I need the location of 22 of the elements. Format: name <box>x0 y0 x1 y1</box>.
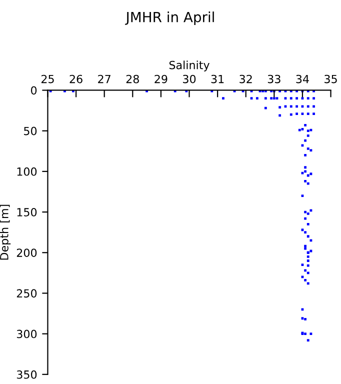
x-tick-label: 30 <box>183 74 196 84</box>
x-tick-label: 33 <box>268 74 280 84</box>
y-tick-label: 200 <box>16 248 37 257</box>
y-tick-label: 50 <box>24 126 37 136</box>
x-tick-label: 28 <box>126 74 139 84</box>
x-tick-label: 35 <box>324 74 337 84</box>
x-tick-label: 31 <box>211 74 224 84</box>
x-tick-label: 26 <box>70 74 82 84</box>
y-tick-label: 300 <box>16 330 37 338</box>
x-axis-title: Salinity <box>169 60 210 72</box>
y-tick-label: 0 <box>30 86 37 95</box>
y-tick-label: 250 <box>16 289 37 298</box>
x-tick-label: 27 <box>98 74 110 84</box>
x-tick-label: 29 <box>154 74 168 84</box>
x-tick-label: 25 <box>41 74 54 84</box>
chart-title: JMHR in April <box>125 12 214 25</box>
y-tick-label: 100 <box>17 167 37 176</box>
y-axis-title: Depth [m] <box>0 204 11 260</box>
y-tick-label: 350 <box>16 370 37 379</box>
x-tick-label: 32 <box>240 74 252 84</box>
y-tick-label: 150 <box>17 208 37 216</box>
x-tick-label: 34 <box>296 74 309 84</box>
